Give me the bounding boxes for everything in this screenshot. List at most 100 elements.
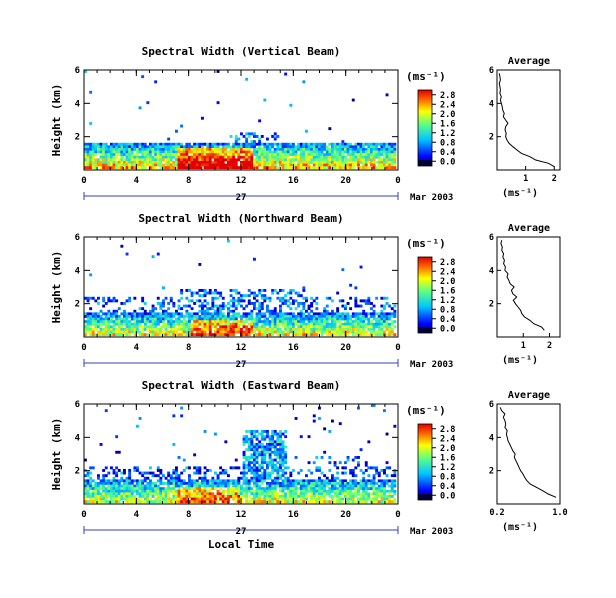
heatmap-cell — [250, 476, 254, 480]
heatmap-cell — [307, 142, 311, 146]
heatmap-cell — [359, 155, 363, 159]
heatmap-cell — [362, 155, 366, 159]
heatmap-cell — [208, 289, 212, 292]
heatmap-cell — [294, 158, 298, 162]
heatmap-cell — [232, 315, 236, 318]
heatmap-cell — [377, 479, 381, 483]
heatmap-cell — [203, 150, 207, 154]
heatmap-cell — [297, 158, 301, 162]
heatmap-cell — [245, 479, 249, 483]
heatmap-cell — [250, 155, 254, 159]
heatmap-cell — [159, 161, 163, 164]
heatmap-cell — [232, 322, 236, 326]
heatmap-cell — [91, 489, 95, 493]
avg-y-tick-label: 2 — [489, 300, 494, 310]
heatmap-cell — [258, 432, 262, 436]
heatmap-cell — [302, 289, 306, 292]
heatmap-cell — [377, 312, 381, 316]
heatmap-cell — [214, 161, 217, 164]
heatmap-cell — [268, 489, 272, 493]
heatmap-cell — [232, 145, 236, 149]
heatmap-cell — [302, 296, 306, 300]
heatmap-cell — [154, 484, 158, 488]
heatmap-cell — [263, 328, 267, 331]
heatmap-cell — [102, 150, 106, 154]
heatmap-cell — [91, 322, 95, 326]
heatmap-cell — [208, 145, 212, 149]
heatmap-cell — [91, 161, 95, 164]
heatmap-cell — [247, 312, 251, 316]
heatmap-cell — [344, 328, 347, 331]
heatmap-cell — [203, 322, 207, 326]
heatmap-cell — [162, 299, 165, 303]
heatmap-cell — [390, 142, 394, 146]
heatmap-cell — [123, 484, 126, 488]
heatmap-cell — [138, 106, 142, 110]
heatmap-cell — [281, 312, 285, 316]
heatmap-cell — [351, 482, 355, 485]
heatmap-cell — [357, 315, 360, 318]
heatmap-cell — [175, 322, 178, 326]
heatmap-cell — [289, 484, 293, 488]
heatmap-cell — [362, 500, 366, 504]
heatmap-cell — [182, 163, 186, 167]
heatmap-cell — [247, 500, 251, 504]
heatmap-cell — [336, 307, 340, 311]
heatmap-cell — [172, 148, 176, 151]
heatmap-cell — [164, 142, 168, 146]
heatmap-cell — [149, 145, 152, 149]
heatmap-cell — [375, 500, 379, 504]
heatmap-cell — [133, 333, 137, 337]
heatmap-cell — [128, 163, 132, 167]
heatmap-cell — [143, 153, 147, 157]
heatmap-cell — [289, 479, 293, 483]
heatmap-cell — [143, 500, 147, 504]
heatmap-cell — [370, 158, 373, 162]
heatmap-cell — [151, 482, 155, 485]
heatmap-cell — [167, 137, 171, 141]
heatmap-cell — [247, 430, 251, 433]
heatmap-cell — [136, 166, 139, 170]
heatmap-cell — [341, 482, 345, 485]
heatmap-cell — [284, 461, 288, 465]
heatmap-cell — [216, 101, 220, 105]
heatmap-cell — [271, 482, 275, 485]
heatmap-cell — [227, 309, 230, 313]
heatmap-cell — [341, 322, 345, 326]
heatmap-cell — [143, 320, 147, 324]
heatmap-cell — [193, 322, 197, 326]
heatmap-cell — [310, 315, 314, 318]
heatmap-cell — [367, 148, 371, 151]
heatmap-cell — [338, 142, 342, 146]
heatmap-cell — [333, 479, 337, 483]
x-tick-label: 20 — [340, 510, 351, 520]
heatmap-cell — [305, 474, 308, 478]
y-tick-label: 4 — [75, 266, 81, 276]
heatmap-cell — [146, 476, 150, 480]
heatmap-cell — [323, 487, 327, 491]
heatmap-cell — [302, 482, 306, 485]
heatmap-cell — [99, 161, 103, 164]
heatmap-cell — [344, 320, 347, 324]
heatmap-cell — [242, 330, 246, 334]
heatmap-cell — [242, 166, 246, 170]
heatmap-cell — [104, 497, 108, 501]
heatmap-cell — [128, 476, 132, 480]
heatmap-cell — [354, 474, 358, 478]
heatmap-cell — [216, 489, 220, 493]
heatmap-cell — [206, 148, 210, 151]
heatmap-cell — [276, 500, 280, 504]
heatmap-cell — [331, 161, 334, 164]
heatmap-cell — [110, 158, 113, 162]
heatmap-cell — [97, 497, 100, 501]
heatmap-cell — [141, 330, 145, 334]
heatmap-cell — [203, 155, 207, 159]
heatmap-cell — [234, 312, 238, 316]
heatmap-cell — [331, 315, 334, 318]
heatmap-cell — [164, 500, 168, 504]
heatmap-cell — [175, 142, 178, 146]
heatmap-cell — [143, 161, 147, 164]
heatmap-cell — [229, 333, 233, 337]
heatmap-cell — [302, 328, 306, 331]
heatmap-cell — [190, 325, 194, 329]
